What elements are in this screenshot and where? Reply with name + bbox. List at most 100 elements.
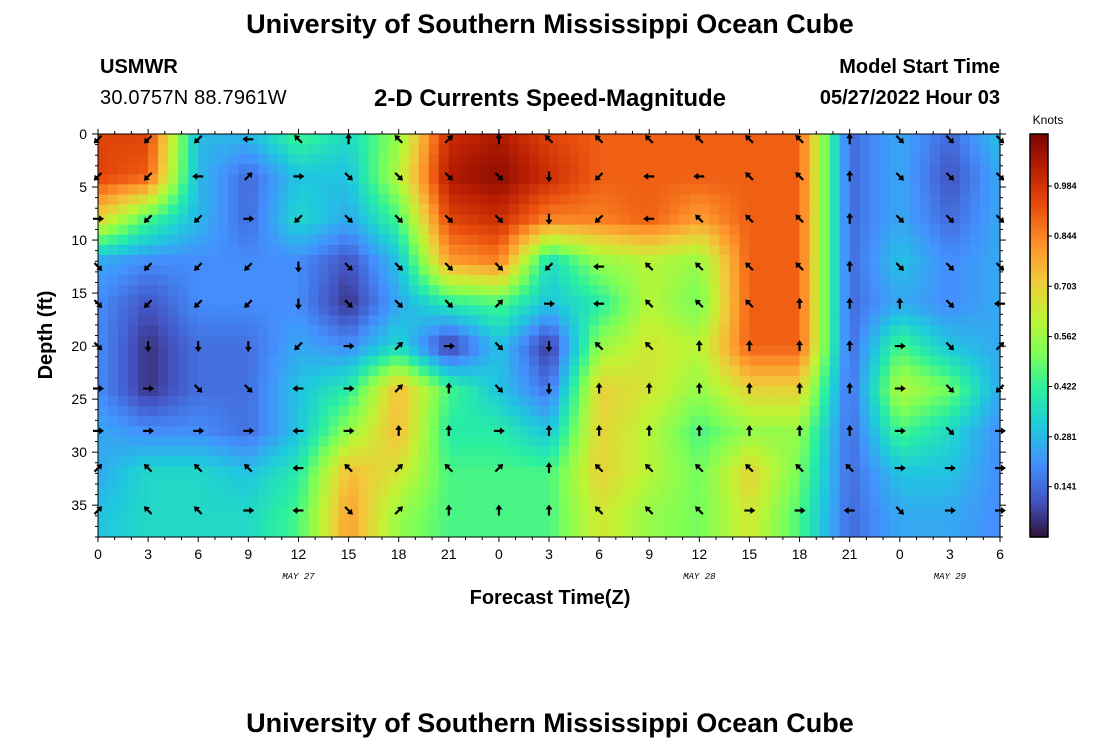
colorbar-segment bbox=[1030, 201, 1048, 206]
heatmap-cell bbox=[629, 375, 640, 387]
heatmap-cell bbox=[348, 285, 360, 296]
heatmap-cell bbox=[569, 526, 580, 538]
heatmap-cell bbox=[138, 436, 149, 447]
heatmap-cell bbox=[218, 335, 229, 347]
current-arrow bbox=[495, 133, 503, 145]
heatmap-cell bbox=[278, 325, 290, 337]
heatmap-cell bbox=[919, 134, 931, 145]
heatmap-cell bbox=[318, 395, 330, 407]
heatmap-cell bbox=[549, 436, 560, 447]
heatmap-cell bbox=[579, 305, 590, 316]
heatmap-cell bbox=[128, 174, 139, 185]
heatmap-cell bbox=[188, 224, 199, 236]
heatmap-cell bbox=[759, 295, 771, 306]
heatmap-cell bbox=[609, 305, 620, 316]
heatmap-cell bbox=[869, 496, 881, 508]
heatmap-cell bbox=[328, 234, 340, 246]
heatmap-cell bbox=[559, 466, 570, 478]
heatmap-cell bbox=[969, 184, 981, 196]
current-arrow bbox=[644, 463, 654, 473]
heatmap-cell bbox=[408, 244, 420, 256]
heatmap-cell bbox=[358, 395, 370, 407]
heatmap-cell bbox=[989, 385, 1001, 397]
heatmap-cell bbox=[619, 426, 630, 437]
heatmap-cell bbox=[949, 234, 961, 246]
heatmap-cell bbox=[879, 476, 891, 488]
heatmap-cell bbox=[549, 335, 560, 347]
date-labels: MAY 27 MAY 28 MAY 29 bbox=[282, 572, 966, 582]
heatmap-cell bbox=[258, 244, 269, 256]
current-arrow bbox=[544, 262, 554, 271]
heatmap-cell bbox=[478, 244, 490, 256]
heatmap-cell bbox=[478, 365, 490, 377]
heatmap-cell bbox=[208, 365, 219, 377]
heatmap-cell bbox=[438, 204, 450, 216]
heatmap-cell bbox=[258, 164, 269, 175]
heatmap-cell bbox=[378, 224, 390, 236]
heatmap-cell bbox=[238, 194, 249, 206]
heatmap-cell bbox=[869, 436, 881, 447]
heatmap-cell bbox=[428, 446, 440, 457]
heatmap-cell bbox=[819, 244, 831, 256]
current-arrow bbox=[394, 214, 403, 224]
heatmap-cell bbox=[899, 214, 911, 226]
heatmap-cell bbox=[518, 476, 530, 488]
heatmap-cell bbox=[108, 164, 119, 175]
heatmap-cell bbox=[528, 436, 540, 447]
heatmap-cell bbox=[498, 406, 510, 417]
heatmap-cell bbox=[969, 516, 981, 528]
heatmap-cell bbox=[699, 134, 710, 145]
heatmap-cell bbox=[799, 385, 811, 397]
heatmap-cell bbox=[108, 526, 119, 538]
heatmap-cell bbox=[709, 426, 720, 437]
heatmap-cell bbox=[609, 244, 620, 256]
heatmap-cell bbox=[148, 144, 159, 155]
heatmap-cell bbox=[739, 305, 751, 316]
heatmap-cell bbox=[909, 416, 921, 427]
heatmap-cell bbox=[468, 365, 480, 377]
heatmap-cell bbox=[468, 285, 480, 296]
heatmap-cell bbox=[108, 335, 119, 347]
heatmap-cell bbox=[709, 325, 720, 337]
heatmap-cell bbox=[869, 385, 881, 397]
heatmap-cell bbox=[508, 204, 520, 216]
heatmap-cell bbox=[388, 466, 400, 478]
heatmap-cell bbox=[468, 426, 480, 437]
current-arrow bbox=[343, 342, 355, 350]
heatmap-cell bbox=[378, 365, 390, 377]
heatmap-cell bbox=[158, 365, 169, 377]
heatmap-cell bbox=[348, 194, 360, 206]
heatmap-cell bbox=[709, 184, 720, 196]
heatmap-cell bbox=[538, 325, 550, 337]
heatmap-cell bbox=[148, 345, 159, 357]
heatmap-cell bbox=[829, 476, 841, 488]
heatmap-cell bbox=[709, 174, 720, 185]
heatmap-cell bbox=[298, 426, 310, 437]
heatmap-cell bbox=[418, 154, 430, 165]
heatmap-cell bbox=[759, 234, 771, 246]
heatmap-cell bbox=[589, 164, 600, 175]
heatmap-cell bbox=[579, 446, 590, 457]
heatmap-cell bbox=[639, 516, 650, 528]
heatmap-cell bbox=[198, 285, 209, 296]
heatmap-cell bbox=[689, 164, 700, 175]
heatmap-cell bbox=[348, 516, 360, 528]
heatmap-cell bbox=[318, 224, 330, 236]
heatmap-cell bbox=[248, 335, 259, 347]
heatmap-cell bbox=[468, 406, 480, 417]
heatmap-cell bbox=[699, 275, 710, 286]
heatmap-cell bbox=[528, 365, 540, 377]
heatmap-cell bbox=[789, 406, 801, 417]
heatmap-cell bbox=[839, 406, 851, 417]
heatmap-cell bbox=[749, 375, 761, 387]
heatmap-cell bbox=[769, 355, 781, 367]
heatmap-cell bbox=[478, 194, 490, 206]
heatmap-cell bbox=[919, 486, 931, 498]
heatmap-cell bbox=[338, 526, 350, 538]
heatmap-cell bbox=[839, 466, 851, 478]
heatmap-cell bbox=[158, 295, 169, 306]
colorbar-segment bbox=[1030, 473, 1048, 478]
heatmap-cell bbox=[478, 516, 490, 528]
heatmap-cell bbox=[188, 526, 199, 538]
heatmap-cell bbox=[939, 194, 951, 206]
